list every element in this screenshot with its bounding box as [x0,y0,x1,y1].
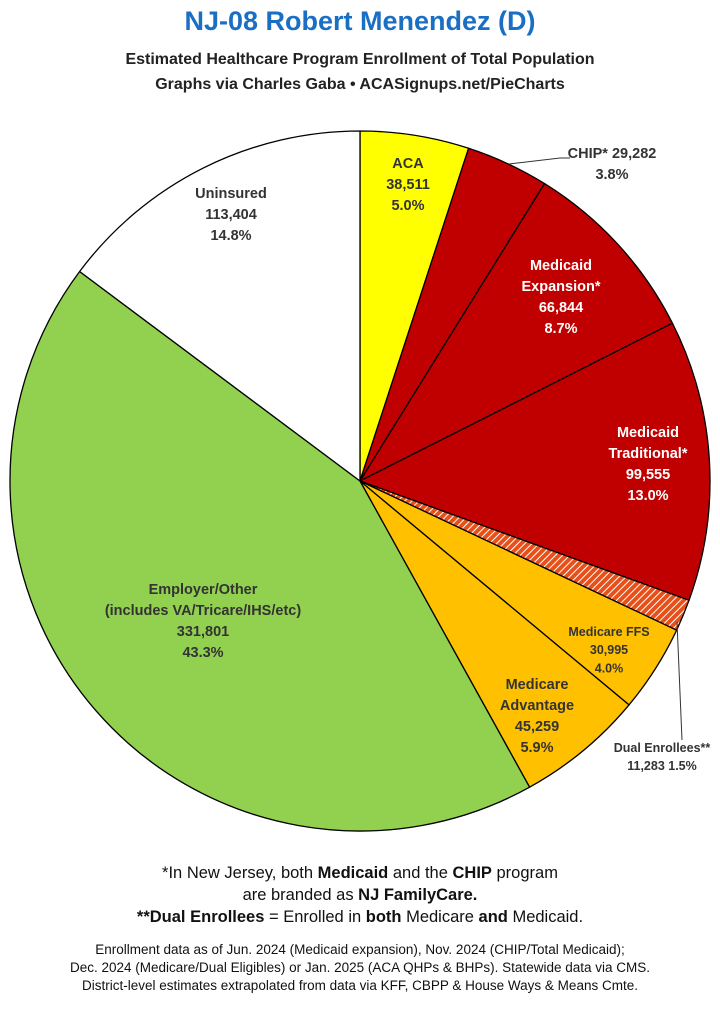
pie-slice-uninsured [78,130,361,482]
pie-chart: ACA 38,511 5.0% CHIP* 29,282 3.8% Medicaid Exp… [9,130,711,832]
slice-label-uninsured: Uninsured 113,404 14.8% [195,186,267,244]
note-line-1: *In New Jersey, both Medicaid and the CH… [162,864,558,882]
slice-label-medicare-advantage: Medicare Advantage 45,259 5.9% [500,677,574,756]
footer-line-3: District-level estimates extrapolated fr… [82,978,638,993]
slice-label-dual-enrollees: Dual Enrollees** 11,283 1.5% [614,741,711,773]
slice-label-medicaid-expansion: Medicaid Expansion* 66,844 8.7% [522,258,601,337]
pie-slice-employer-other [9,270,531,832]
leader-line-dual-enrollees [676,621,683,741]
footer-line-2: Dec. 2024 (Medicare/Dual Eligibles) or J… [70,960,650,975]
pie-slice-medicaid-traditional [359,322,711,601]
slice-label-employer-other: Employer/Other (includes VA/Tricare/IHS/e… [105,582,302,661]
leader-line-chip [508,157,570,165]
pie-slice-medicaid-expansion [359,182,674,482]
slice-label-medicare-ffs: Medicare FFS 30,995 4.0% [568,625,649,675]
pie-slice-medicare-advantage [359,480,630,788]
chart-credit: Graphs via Charles Gaba • ACASignups.net… [155,76,565,93]
slice-label-aca: ACA 38,511 5.0% [386,156,430,214]
chart-title: NJ-08 Robert Menendez (D) [184,6,536,36]
data-sources-footer: Enrollment data as of Jun. 2024 (Medicai… [0,941,720,995]
slice-label-chip: CHIP* 29,282 3.8% [568,146,657,183]
slice-label-medicaid-traditional: Medicaid Traditional* 99,555 13.0% [609,425,688,504]
branding-notes: *In New Jersey, both Medicaid and the CH… [0,862,720,928]
note-line-3: **Dual Enrollees = Enrolled in both Medi… [136,908,584,926]
footer-line-1: Enrollment data as of Jun. 2024 (Medicai… [95,942,625,957]
chart-subtitle: Estimated Healthcare Program Enrollment … [125,51,595,68]
note-line-2: are branded as NJ FamilyCare. [242,886,478,904]
